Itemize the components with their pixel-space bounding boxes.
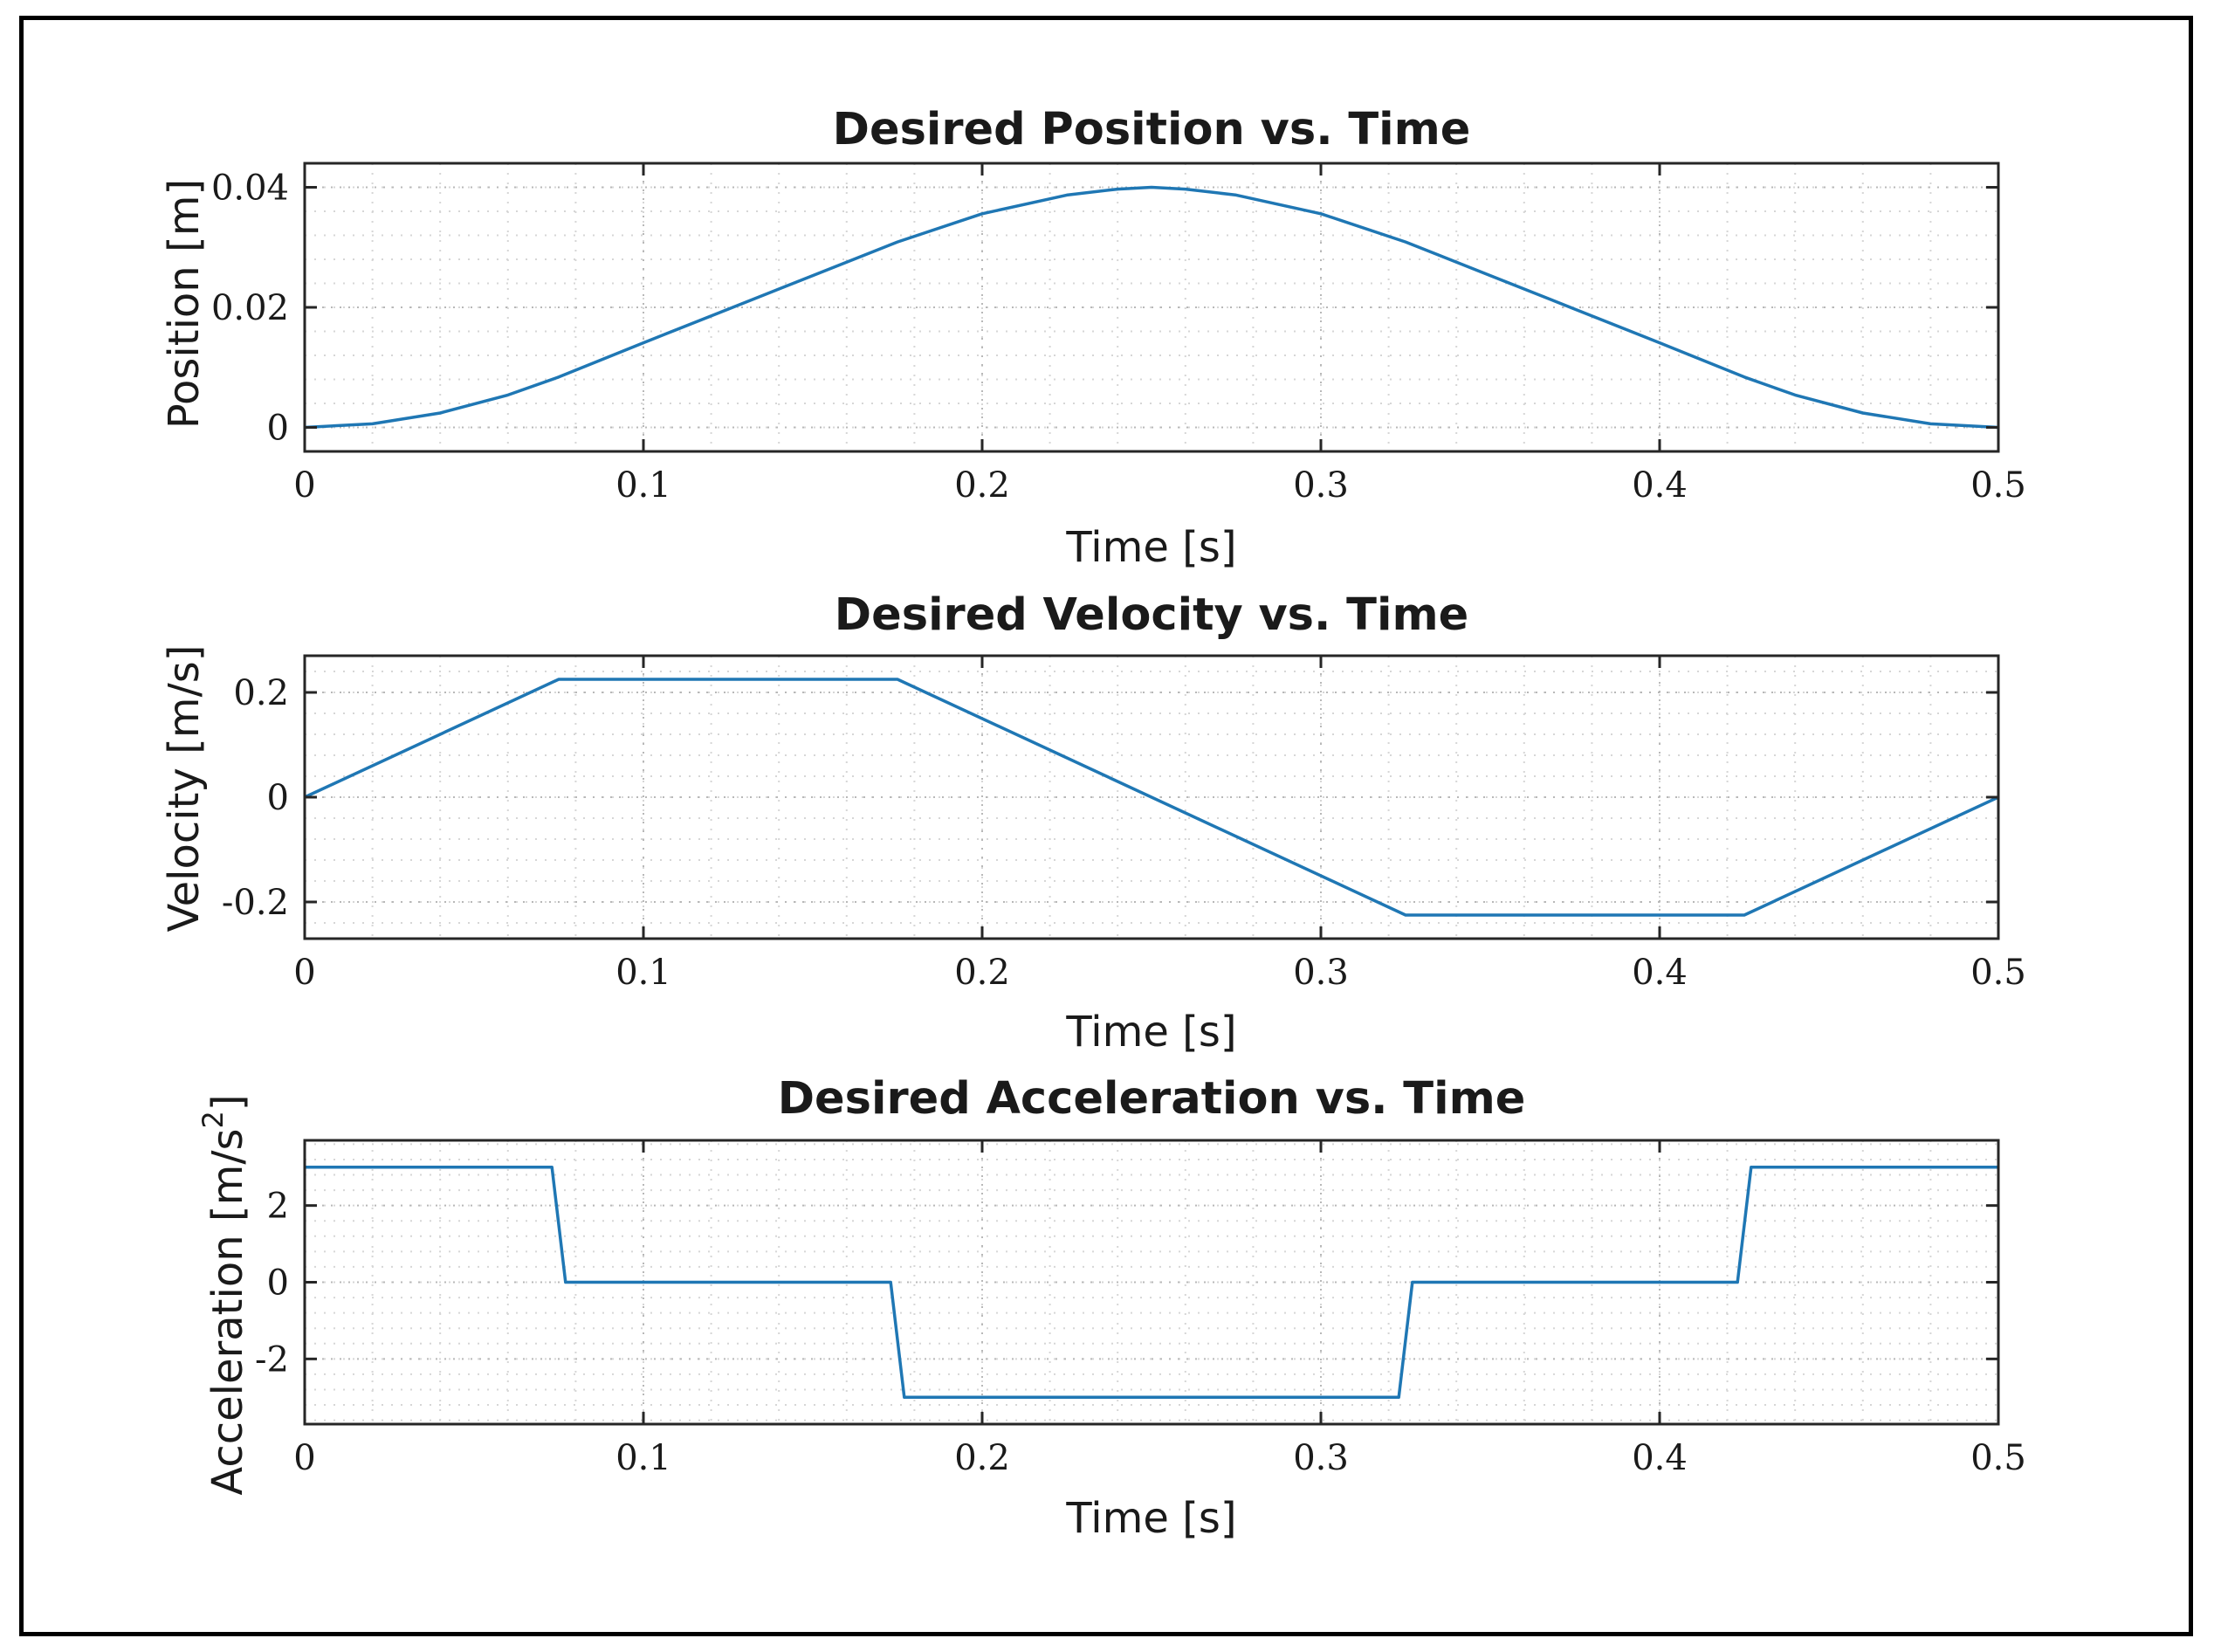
- velocity-title: Desired Velocity vs. Time: [835, 589, 1468, 641]
- position-xtick-label: 0.2: [954, 465, 1010, 506]
- figure-canvas: Desired Position vs. Time Position [m] T…: [160, 104, 2026, 1543]
- acceleration-ytick-label: 2: [267, 1187, 289, 1227]
- acceleration-title: Desired Acceleration vs. Time: [778, 1073, 1526, 1125]
- position-xtick-label: 0.4: [1632, 465, 1688, 506]
- velocity-xtick-label: 0: [293, 953, 315, 993]
- velocity-ytick-label: 0: [267, 778, 289, 818]
- acceleration-ytick-label: 0: [267, 1263, 289, 1304]
- acceleration-xtick-label: 0: [293, 1438, 315, 1478]
- acceleration-xlabel: Time [s]: [1065, 1494, 1236, 1543]
- acceleration-subplot: Desired Acceleration vs. Time Accelerati…: [196, 1073, 2026, 1543]
- position-ylabel: Position [m]: [160, 179, 209, 429]
- position-title: Desired Position vs. Time: [833, 104, 1471, 155]
- acceleration-xtick-label: 0.5: [1970, 1438, 2026, 1478]
- acceleration-xtick-label: 0.4: [1632, 1438, 1688, 1478]
- velocity-xtick-label: 0.5: [1970, 953, 2026, 993]
- velocity-xtick-label: 0.4: [1632, 953, 1688, 993]
- acceleration-series-line: [305, 1165, 1998, 1400]
- velocity-ytick-label: 0.2: [233, 673, 289, 713]
- acceleration-xtick-label: 0.1: [615, 1438, 671, 1478]
- acceleration-ylabel: Acceleration [m/s2]: [196, 1094, 252, 1495]
- figure-frame: Desired Position vs. Time Position [m] T…: [19, 16, 2193, 1636]
- position-xtick-label: 0.5: [1970, 465, 2026, 506]
- acceleration-ylabel-sup: 2: [196, 1111, 230, 1128]
- velocity-xlabel: Time [s]: [1065, 1008, 1236, 1057]
- velocity-series-line: [304, 678, 1999, 917]
- position-ytick-label: 0.04: [211, 169, 289, 209]
- acceleration-xtick-label: 0.3: [1293, 1438, 1349, 1478]
- velocity-xtick-label: 0.1: [615, 953, 671, 993]
- acceleration-grid: [304, 1140, 1999, 1424]
- velocity-ytick-label: -0.2: [222, 883, 289, 923]
- position-ytick-label: 0: [267, 409, 289, 449]
- position-xtick-label: 0.1: [615, 465, 671, 506]
- position-subplot: Desired Position vs. Time Position [m] T…: [160, 104, 2026, 572]
- acceleration-xtick-label: 0.2: [954, 1438, 1010, 1478]
- position-xtick-label: 0: [293, 465, 315, 506]
- position-series-line: [304, 185, 1999, 430]
- acceleration-ylabel-end: ]: [203, 1094, 252, 1111]
- velocity-subplot: Desired Velocity vs. Time Velocity [m/s]…: [160, 589, 2026, 1057]
- position-ytick-label: 0.02: [211, 288, 289, 328]
- acceleration-ytick-label: -2: [255, 1339, 289, 1380]
- position-xtick-label: 0.3: [1293, 465, 1349, 506]
- velocity-ylabel: Velocity [m/s]: [160, 645, 209, 933]
- velocity-xtick-label: 0.3: [1293, 953, 1349, 993]
- velocity-xtick-label: 0.2: [954, 953, 1010, 993]
- position-xlabel: Time [s]: [1065, 523, 1236, 572]
- acceleration-ylabel-main: Acceleration [m/s: [203, 1128, 252, 1495]
